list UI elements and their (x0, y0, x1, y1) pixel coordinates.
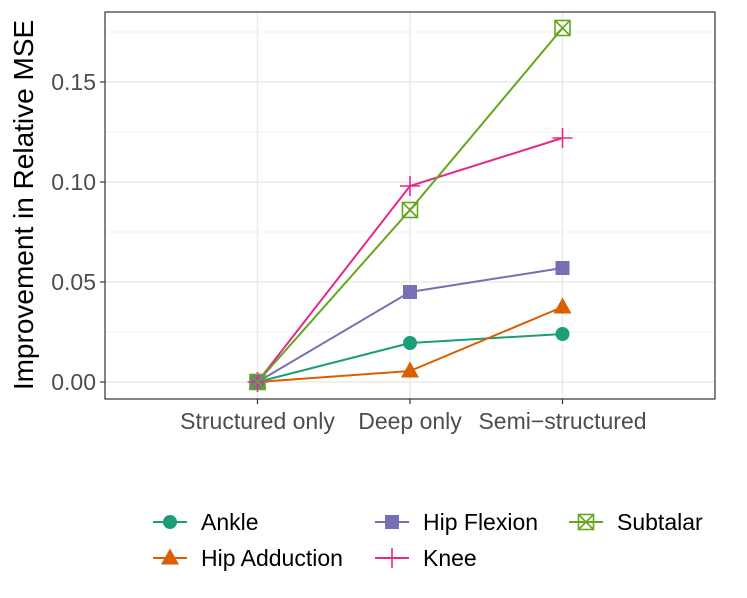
data-point-hip-flexion (555, 261, 570, 275)
legend-item-subtalar: Subtalar (569, 509, 703, 535)
data-point-hip-adduction (401, 361, 419, 378)
legend-label: Hip Adduction (201, 545, 343, 571)
data-point-subtalar-d2 (249, 373, 266, 391)
legend-item-knee: Knee (375, 545, 477, 571)
data-point-ankle (403, 336, 417, 350)
y-axis: 0.00 0.05 0.10 0.15 (51, 69, 105, 395)
y-tick-label: 0.15 (51, 69, 96, 95)
x-tick-label: Semi−structured (478, 408, 646, 434)
legend-label: Subtalar (617, 509, 703, 535)
data-point-subtalar-d2 (401, 201, 419, 219)
y-axis-title: Improvement in Relative MSE (8, 20, 39, 390)
legend-label: Knee (423, 545, 477, 571)
legend-label: Ankle (201, 509, 259, 535)
data-point-ankle (555, 327, 570, 341)
x-axis: Structured only Deep only Semi−structured (180, 399, 647, 434)
data-point-hip-adduction (553, 297, 572, 314)
series-points (247, 19, 573, 392)
y-tick-label: 0.10 (51, 169, 96, 195)
x-tick-label: Deep only (358, 408, 462, 434)
data-point-knee (400, 176, 420, 196)
data-point-subtalar-box (249, 373, 266, 391)
legend-key-marker-box (577, 513, 595, 531)
legend-item-hip-flexion: Hip Flexion (375, 509, 538, 535)
y-tick-label: 0.05 (51, 269, 96, 295)
legend-item-hip-adduction: Hip Adduction (153, 545, 343, 571)
data-point-hip-flexion (403, 285, 417, 299)
legend-key-marker (382, 548, 402, 568)
legend-key-marker (385, 515, 399, 529)
legend-label: Hip Flexion (423, 509, 538, 535)
data-point-subtalar-box (401, 201, 419, 219)
data-point-subtalar (401, 201, 419, 219)
data-point-subtalar-d2 (554, 19, 571, 37)
data-point-subtalar-box (554, 19, 571, 37)
legend: Ankle Hip Adduction Hip Flexion Knee Subtala… (153, 509, 703, 571)
data-point-subtalar (554, 19, 571, 37)
data-point-subtalar (249, 373, 266, 391)
data-point-knee (552, 128, 573, 148)
legend-key-marker (161, 548, 179, 565)
legend-key-marker (577, 513, 595, 531)
y-tick-label: 0.00 (51, 369, 96, 395)
legend-key-marker-d2 (577, 513, 595, 531)
legend-item-ankle: Ankle (153, 509, 259, 535)
x-tick-label: Structured only (180, 408, 335, 434)
legend-key-marker (163, 515, 177, 529)
